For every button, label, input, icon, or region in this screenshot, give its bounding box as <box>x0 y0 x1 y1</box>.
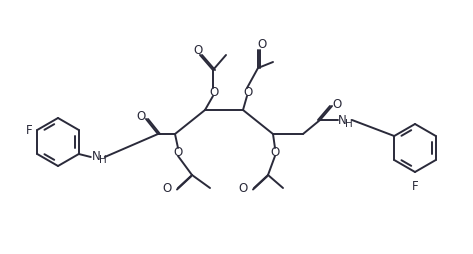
Text: F: F <box>26 123 32 136</box>
Text: O: O <box>174 146 183 158</box>
Text: O: O <box>333 98 342 110</box>
Text: O: O <box>136 109 146 122</box>
Text: O: O <box>271 146 280 158</box>
Text: N: N <box>91 151 100 164</box>
Text: O: O <box>163 182 172 195</box>
Text: O: O <box>193 43 202 56</box>
Text: O: O <box>239 182 248 195</box>
Text: N: N <box>338 114 346 126</box>
Text: O: O <box>244 86 253 99</box>
Text: O: O <box>257 39 267 52</box>
Text: O: O <box>210 86 219 99</box>
Text: F: F <box>412 180 418 193</box>
Text: H: H <box>345 119 353 129</box>
Text: H: H <box>99 155 106 165</box>
